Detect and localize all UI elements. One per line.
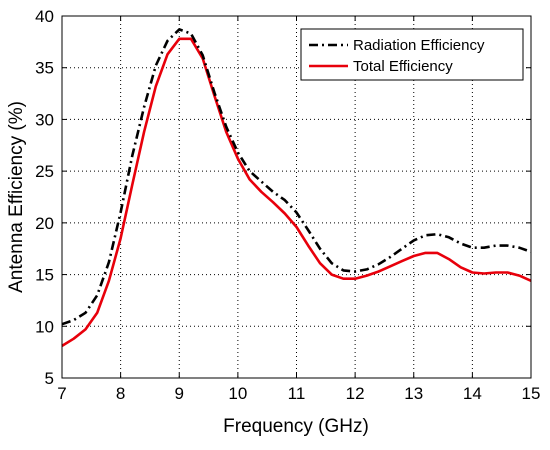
legend-label-radiation-efficiency: Radiation Efficiency — [353, 37, 485, 54]
x-tick-labels: 7 8 9 10 11 12 13 14 15 — [57, 384, 540, 403]
y-tick-labels: 5 10 15 20 25 30 35 40 — [35, 7, 54, 388]
y-tick-label: 40 — [35, 7, 54, 26]
y-tick-label: 15 — [35, 266, 54, 285]
axis-ticks — [61, 15, 532, 379]
series-lines — [61, 28, 532, 348]
x-tick-label: 11 — [288, 384, 306, 403]
y-tick-label: 5 — [45, 369, 54, 388]
y-tick-label: 20 — [35, 214, 54, 233]
series-line-total-efficiency — [61, 37, 532, 348]
y-tick-label: 30 — [35, 110, 54, 129]
x-tick-label: 14 — [463, 384, 482, 403]
series-line-radiation-efficiency — [61, 28, 532, 326]
y-tick-label: 10 — [35, 317, 54, 336]
x-tick-label: 9 — [175, 384, 184, 403]
y-tick-label: 25 — [35, 162, 54, 181]
y-axis-title: Antenna Efficiency (%) — [6, 101, 27, 293]
x-tick-label: 8 — [116, 384, 125, 403]
x-axis-title: Frequency (GHz) — [223, 416, 369, 437]
legend: Radiation Efficiency Total Efficiency — [300, 28, 524, 81]
x-tick-label: 12 — [346, 384, 365, 403]
x-tick-label: 7 — [57, 384, 66, 403]
legend-box — [300, 28, 524, 81]
x-tick-label: 15 — [522, 384, 541, 403]
x-tick-label: 10 — [228, 384, 247, 403]
y-tick-label: 35 — [35, 59, 54, 78]
x-tick-label: 13 — [404, 384, 423, 403]
legend-label-total-efficiency: Total Efficiency — [353, 58, 453, 75]
